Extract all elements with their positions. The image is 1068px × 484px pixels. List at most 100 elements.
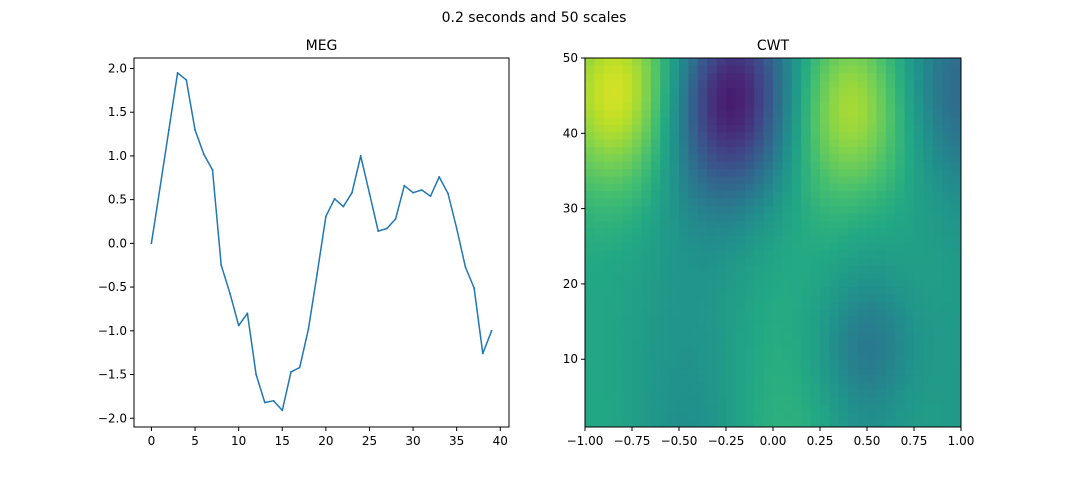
cwt-cell (716, 279, 727, 288)
cwt-cell (622, 390, 633, 398)
meg-data-point (263, 401, 266, 404)
cwt-cell (810, 87, 821, 96)
cwt-cell (744, 404, 755, 413)
cwt-cell (688, 382, 699, 391)
cwt-cell (848, 153, 858, 162)
cwt-cell (669, 117, 680, 125)
cwt-cell (697, 198, 708, 206)
cwt-cell (726, 264, 736, 273)
cwt-cell (876, 412, 887, 421)
cwt-cell (857, 65, 868, 74)
cwt-cell (594, 264, 605, 273)
cwt-cell (932, 367, 943, 376)
cwt-cell (829, 286, 840, 295)
cwt-cell (876, 205, 887, 214)
cwt-cell (829, 272, 840, 280)
cwt-cell (585, 412, 595, 421)
cwt-cell (867, 412, 877, 421)
cwt-cell (838, 412, 849, 421)
cwt-cell (585, 212, 595, 221)
cwt-cell (885, 353, 896, 361)
cwt-cell (829, 345, 840, 354)
cwt-cell (791, 301, 802, 310)
cwt-cell (942, 139, 952, 147)
cwt-cell (763, 412, 774, 421)
cwt-cell (838, 146, 849, 155)
cwt-cell (801, 65, 811, 74)
cwt-cell (735, 80, 746, 88)
cwt-cell (895, 264, 905, 273)
cwt-cell (867, 375, 877, 384)
cwt-cell (904, 146, 915, 155)
cwt-cell (801, 272, 811, 280)
cwt-cell (942, 131, 952, 140)
cwt-cell (848, 338, 858, 347)
cwt-cell (707, 375, 717, 384)
cwt-cell (801, 412, 811, 421)
cwt-cell (707, 205, 717, 214)
cwt-cell (594, 146, 605, 155)
cwt-cell (820, 131, 830, 140)
cwt-cell (848, 242, 858, 251)
cwt-cell (848, 404, 858, 413)
cwt-cell (923, 382, 934, 391)
cwt-cell (820, 397, 830, 406)
cwt-cell (707, 139, 717, 147)
cwt-cell (744, 397, 755, 406)
cwt-cell (951, 183, 962, 192)
cwt-cell (632, 153, 642, 162)
cwt-cell (622, 331, 633, 339)
cwt-cell (914, 146, 924, 155)
cwt-cell (848, 72, 858, 81)
cwt-cell (707, 80, 717, 88)
cwt-x-tick-label: 0.75 (901, 434, 928, 448)
cwt-cell (688, 412, 699, 421)
cwt-cell (867, 109, 877, 118)
cwt-cell (716, 168, 727, 177)
cwt-cell (773, 72, 783, 81)
cwt-cell (810, 390, 821, 398)
cwt-cell (669, 139, 680, 147)
cwt-cell (773, 153, 783, 162)
cwt-cell (895, 117, 905, 125)
cwt-cell (697, 353, 708, 361)
cwt-cell (641, 367, 652, 376)
cwt-cell (838, 353, 849, 361)
cwt-cell (632, 190, 642, 199)
cwt-cell (679, 87, 689, 96)
cwt-cell (773, 286, 783, 295)
cwt-cell (782, 294, 793, 302)
cwt-cell (876, 161, 887, 170)
cwt-cell (932, 117, 943, 125)
cwt-cell (763, 272, 774, 280)
cwt-cell (679, 382, 689, 391)
cwt-cell (707, 153, 717, 162)
cwt-cell (726, 58, 736, 66)
cwt-cell (622, 65, 633, 74)
cwt-cell (829, 412, 840, 421)
cwt-cell (613, 397, 623, 406)
cwt-cell (914, 242, 924, 251)
cwt-cell (923, 198, 934, 206)
cwt-cell (763, 338, 774, 347)
cwt-cell (876, 345, 887, 354)
cwt-cell (585, 124, 595, 133)
cwt-cell (707, 235, 717, 243)
cwt-cell (585, 279, 595, 288)
cwt-cell (622, 205, 633, 214)
cwt-cell (829, 367, 840, 376)
cwt-cell (744, 360, 755, 369)
cwt-cell (754, 65, 764, 74)
cwt-cell (876, 65, 887, 74)
cwt-cell (848, 397, 858, 406)
cwt-cell (641, 257, 652, 266)
cwt-cell (923, 279, 934, 288)
cwt-cell (669, 301, 680, 310)
cwt-cell (679, 220, 689, 229)
cwt-cell (716, 382, 727, 391)
cwt-cell (848, 176, 858, 184)
cwt-cell (603, 124, 614, 133)
cwt-cell (669, 397, 680, 406)
cwt-cell (735, 272, 746, 280)
cwt-cell (829, 397, 840, 406)
